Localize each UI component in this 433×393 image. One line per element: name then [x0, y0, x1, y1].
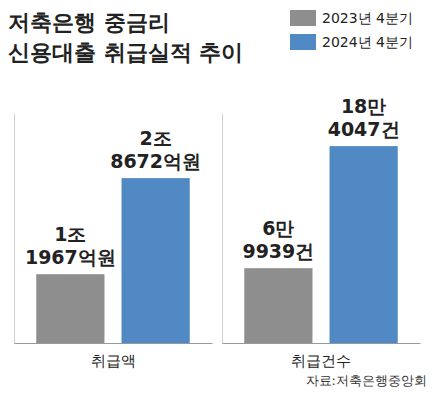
x-axis: 취급건수 [223, 343, 421, 370]
title: 신용대출 취급실적 추이 [8, 40, 243, 65]
x-tick-label: 취급액 [91, 352, 136, 370]
x-axis: 취급액 [15, 343, 213, 370]
legend-label: 2024년 4분기 [322, 34, 413, 50]
x-axis-line [223, 343, 421, 344]
bar [36, 274, 104, 343]
title: 저축은행 중금리 [8, 10, 170, 35]
y-axis [14, 114, 15, 344]
legend-swatch [290, 10, 316, 26]
data-label: 6만9939건 [242, 217, 314, 262]
bar [330, 146, 398, 343]
bar [122, 178, 190, 343]
data-label: 18만4047건 [328, 95, 400, 140]
legend-swatch [290, 34, 316, 50]
y-axis-line [14, 114, 15, 344]
y-axis [222, 114, 223, 344]
legend: 2023년 4분기 2024년 4분기 [290, 10, 413, 50]
data-label: 2조8672억원 [110, 127, 201, 172]
source: 자료:저축은행중앙회 [306, 373, 427, 388]
bar [244, 268, 312, 343]
legend-label: 2023년 4분기 [322, 10, 413, 26]
x-axis-line [15, 343, 213, 344]
y-axis-line [222, 114, 223, 344]
data-label: 1조1967억원 [25, 223, 116, 268]
x-tick: 취급액 [91, 343, 136, 370]
x-tick: 취급건수 [291, 343, 351, 370]
x-tick-label: 취급건수 [291, 352, 351, 370]
